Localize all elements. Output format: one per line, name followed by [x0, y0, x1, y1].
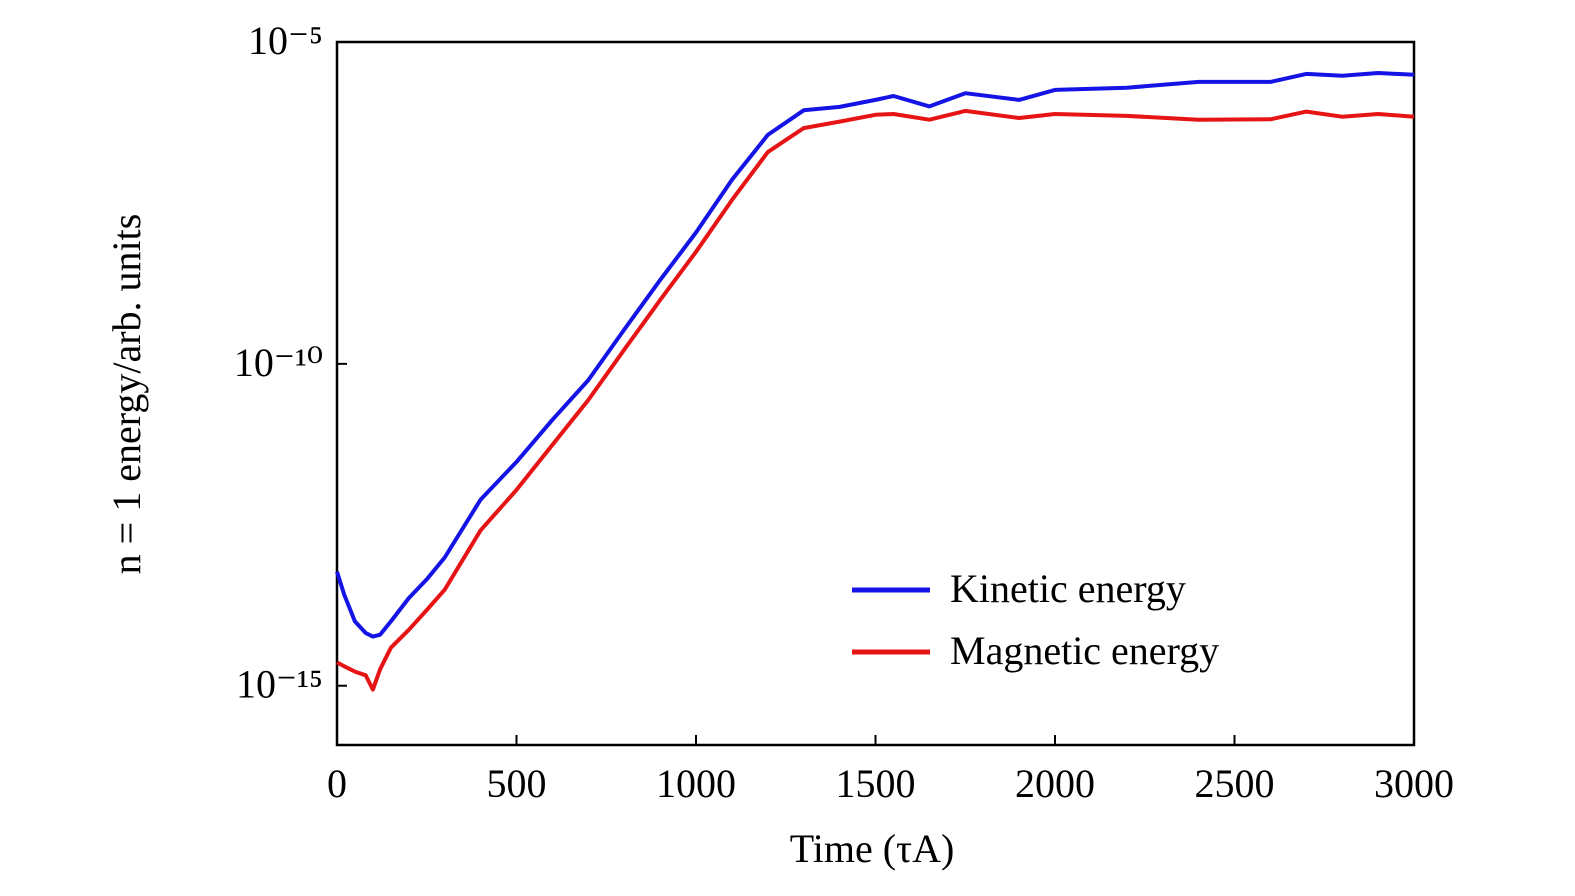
- x-tick-label: 500: [487, 761, 547, 806]
- x-tick-label: 3000: [1374, 761, 1454, 806]
- y-tick-label: 10⁻¹⁰: [234, 340, 323, 385]
- x-tick-label: 1000: [656, 761, 736, 806]
- y-tick-label: 10⁻¹⁵: [236, 662, 323, 707]
- legend-label: Magnetic energy: [950, 628, 1219, 673]
- legend-label: Kinetic energy: [950, 566, 1186, 611]
- plot-frame: [335, 40, 1416, 747]
- series-line: [336, 108, 1415, 692]
- x-tick-label: 2500: [1195, 761, 1275, 806]
- x-tick-label: 1500: [836, 761, 916, 806]
- series-line: [335, 71, 1415, 639]
- y-axis-label: n = 1 energy/arb. units: [104, 214, 149, 575]
- x-tick-label: 0: [327, 761, 347, 806]
- x-tick-label: 2000: [1015, 761, 1095, 806]
- x-axis-label: Time (τA): [790, 826, 955, 871]
- y-tick-label: 10⁻⁵: [248, 18, 323, 63]
